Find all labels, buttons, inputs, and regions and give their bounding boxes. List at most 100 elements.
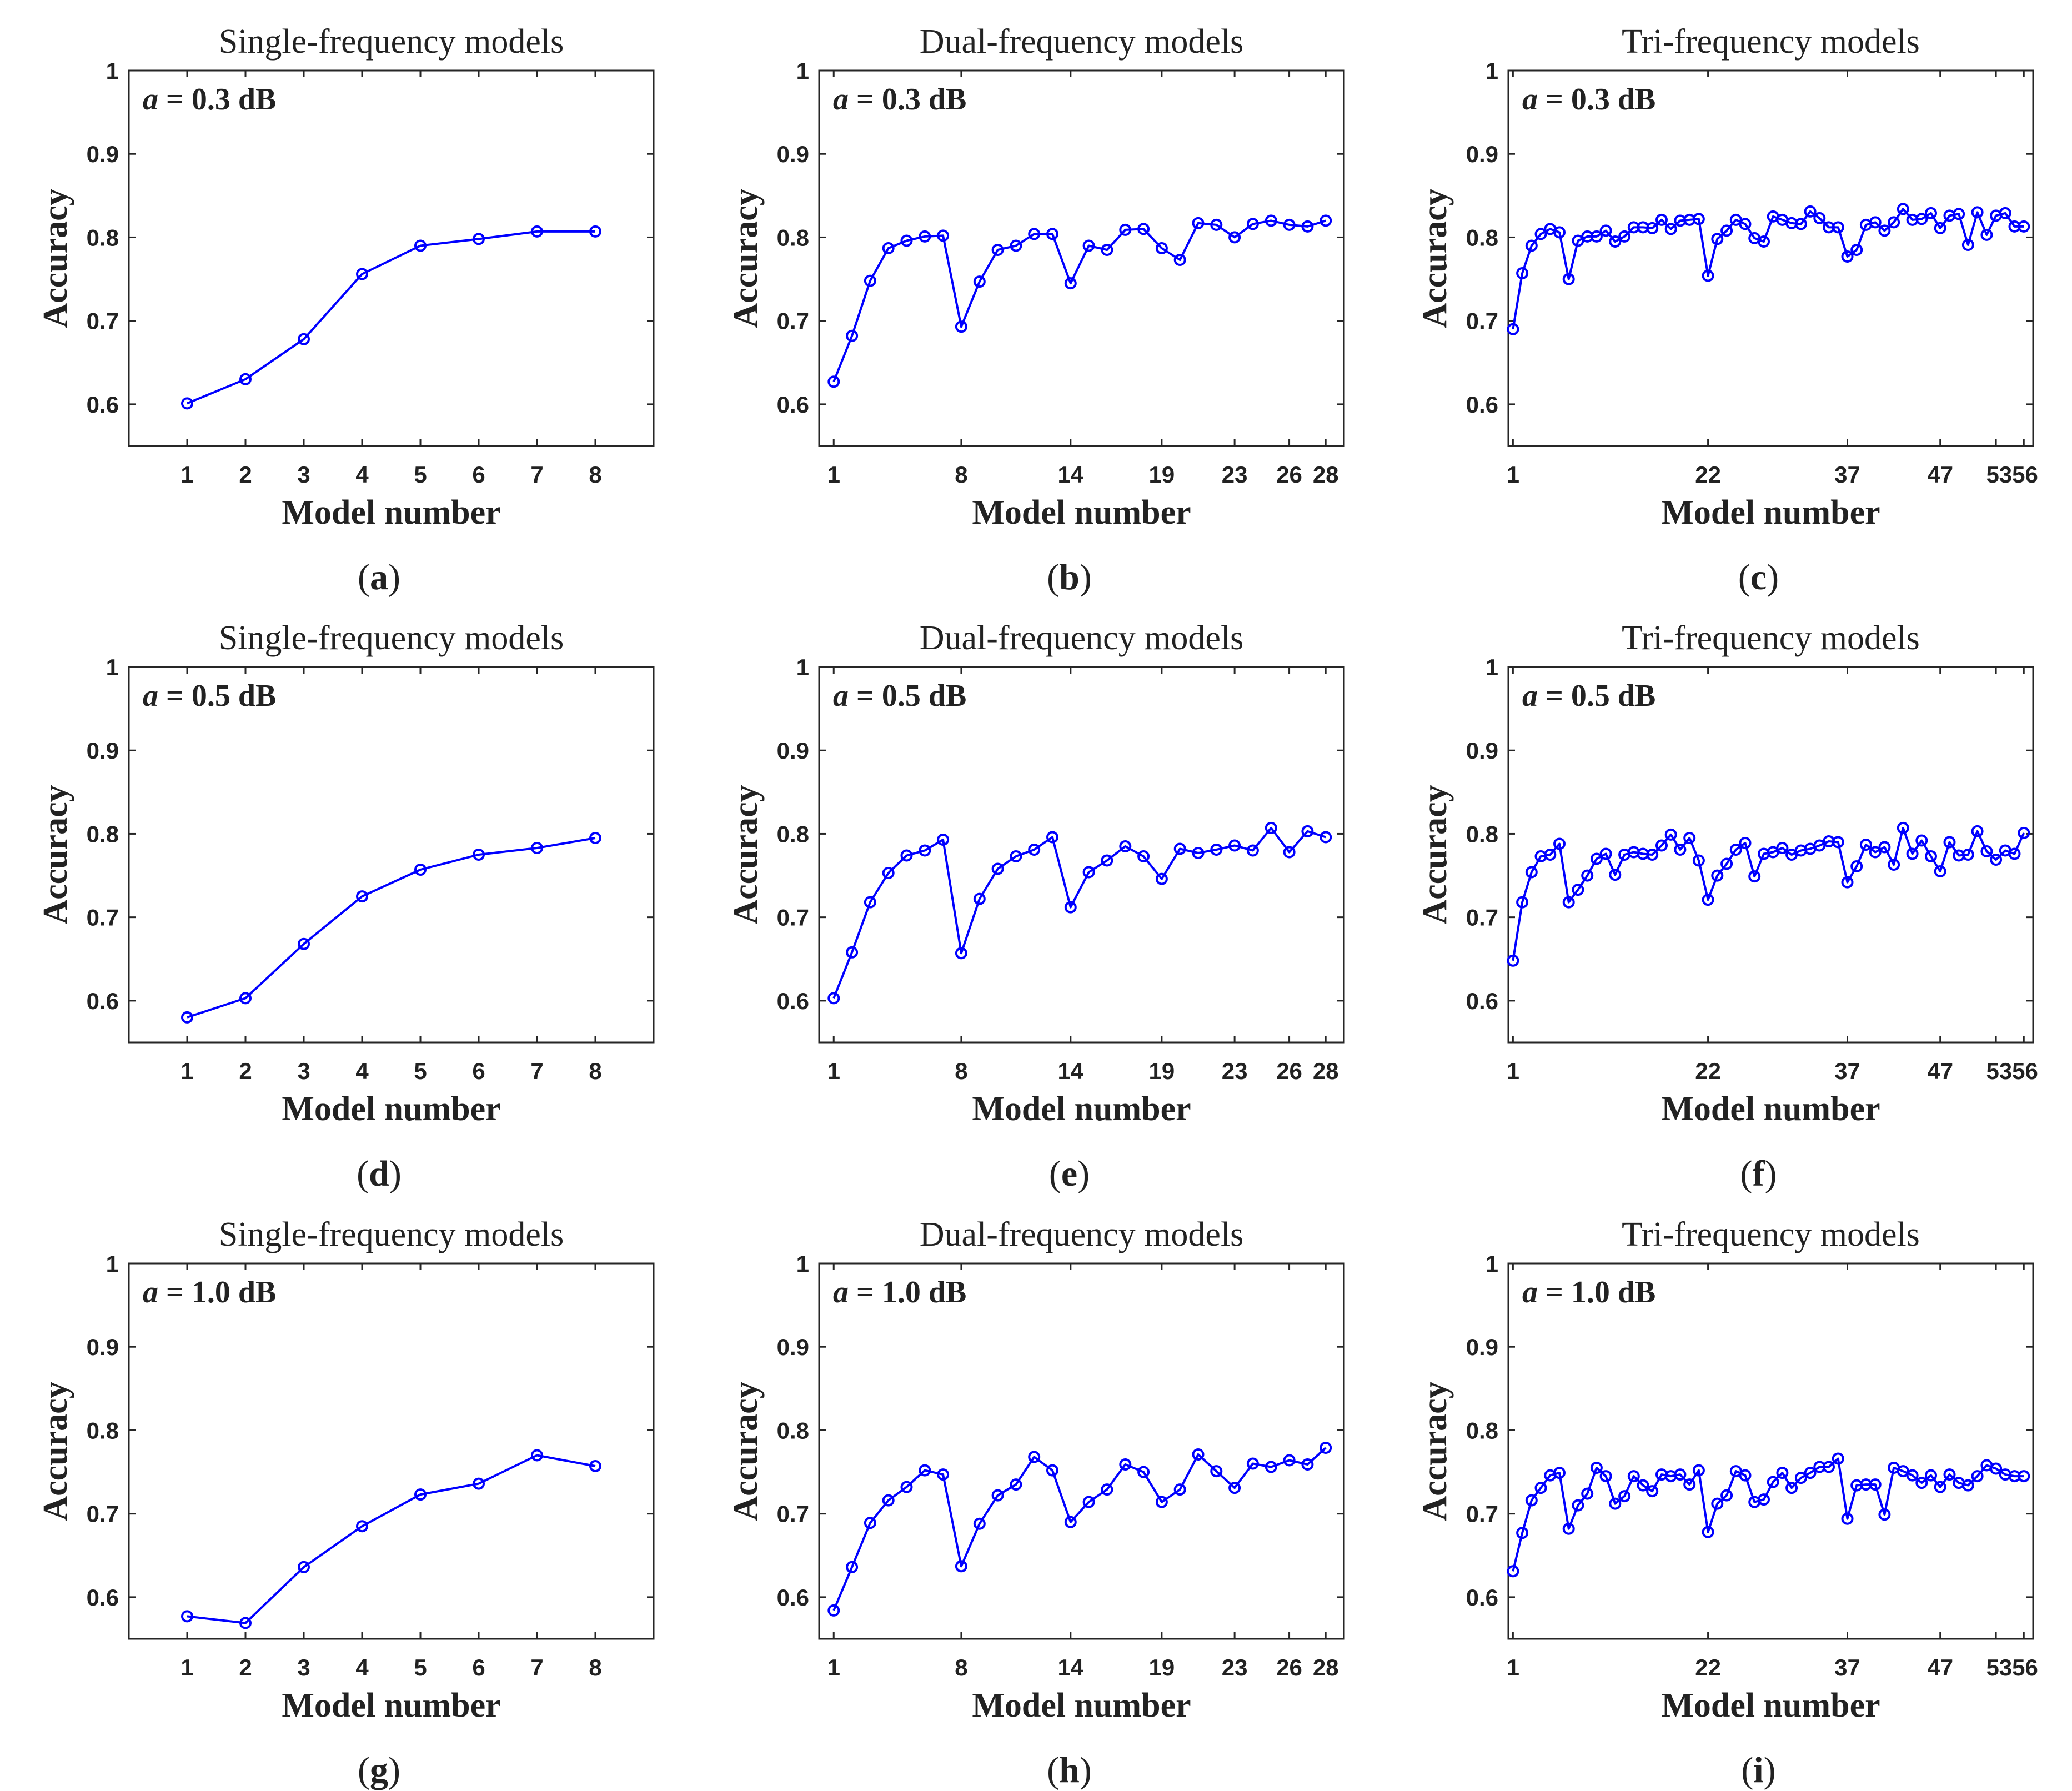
data-point	[1544, 849, 1557, 861]
chart-panel-g: Single-frequency models 0.6 0.7 0.8 0.9 1 1 2 3 4…	[37, 1216, 655, 1790]
attenuation-symbol: a	[1522, 679, 1538, 713]
data-point	[955, 320, 967, 333]
data-point	[1082, 239, 1095, 252]
data-point	[1702, 1526, 1714, 1538]
attenuation-annotation: a = 0.3 dB	[833, 82, 966, 117]
data-point	[1553, 226, 1566, 239]
data-point	[1265, 214, 1277, 227]
data-point	[900, 234, 913, 247]
data-point	[1850, 860, 1863, 872]
attenuation-value: = 1.0 dB	[158, 1275, 276, 1310]
panel-letter-open-paren: (	[1047, 1750, 1059, 1790]
data-point	[473, 233, 485, 245]
data-point	[1925, 1469, 1937, 1482]
attenuation-annotation: a = 1.0 dB	[143, 1275, 276, 1310]
chart-title: Dual-frequency models	[920, 619, 1244, 657]
data-point	[473, 1477, 485, 1490]
panel-letter-open-paren: (	[357, 1153, 369, 1194]
data-point	[1683, 1478, 1696, 1491]
x-tick-label: 7	[530, 461, 543, 488]
plot-frame	[1507, 666, 2034, 1044]
series-line	[832, 219, 1326, 383]
plot-frame	[128, 69, 655, 447]
data-point	[239, 373, 252, 385]
series-line	[187, 1454, 596, 1624]
data-point	[1785, 1482, 1798, 1494]
chart-panel-d: Single-frequency models 0.6 0.7 0.8 0.9 1 1 2 3 4…	[37, 619, 655, 1194]
attenuation-value: = 1.0 dB	[1538, 1275, 1655, 1310]
panel-letter-close-paren: )	[388, 557, 400, 598]
data-point	[1320, 831, 1332, 844]
x-tick-label: 6	[472, 1058, 485, 1084]
data-point	[991, 244, 1004, 256]
y-tick-label: 0.7	[87, 905, 119, 931]
x-tick-label: 5356	[1986, 1654, 2038, 1680]
y-axis-label: Accuracy	[37, 188, 74, 328]
data-point	[955, 1560, 967, 1573]
x-tick-label: 8	[955, 1058, 967, 1084]
x-tick-label: 7	[530, 1058, 543, 1084]
series-line	[832, 1447, 1327, 1611]
y-tick-label: 0.6	[777, 1584, 809, 1611]
data-point	[1590, 852, 1603, 865]
y-tick-label: 0.7	[1466, 1501, 1498, 1527]
x-tick-label: 5	[414, 1654, 427, 1680]
data-point	[1943, 836, 1956, 849]
data-point	[1581, 869, 1594, 882]
data-point	[900, 849, 913, 862]
x-tick-label: 3	[297, 1654, 310, 1680]
data-point	[1507, 323, 1519, 335]
data-point	[1720, 1489, 1733, 1502]
panel-letter: (e)	[1049, 1153, 1090, 1194]
data-point	[356, 1520, 368, 1533]
attenuation-symbol: a	[1522, 82, 1538, 117]
y-tick-label: 1	[106, 58, 119, 84]
chart-panel-c: Tri-frequency models 0.6 0.7 0.8 0.9 1 1 22 37 47…	[1416, 23, 2038, 598]
data-point	[1228, 231, 1241, 244]
data-point	[1655, 213, 1668, 226]
data-point	[1046, 1464, 1058, 1477]
y-tick-label: 0.9	[777, 1334, 809, 1360]
y-tick-label: 0.6	[1466, 988, 1498, 1014]
data-point	[298, 333, 310, 345]
panel-letter: (b)	[1047, 557, 1092, 598]
data-point	[1646, 849, 1659, 861]
attenuation-annotation: a = 0.5 dB	[143, 679, 276, 713]
data-point	[1702, 269, 1714, 282]
data-point	[991, 1489, 1004, 1502]
attenuation-symbol: a	[143, 82, 158, 117]
data-point	[1119, 840, 1132, 852]
data-point	[973, 1517, 986, 1530]
data-point	[1739, 218, 1752, 230]
data-point	[1507, 954, 1519, 967]
data-point	[531, 842, 543, 854]
x-tick-label: 23	[1222, 1654, 1248, 1680]
data-point	[1906, 847, 1919, 860]
data-point	[1711, 233, 1724, 245]
attenuation-annotation: a = 0.5 dB	[1522, 679, 1655, 713]
data-point	[589, 832, 601, 844]
y-tick-label: 1	[1486, 654, 1498, 680]
data-point	[1028, 844, 1041, 856]
x-tick-label: 14	[1057, 1654, 1083, 1680]
x-tick-label: 1	[1507, 1058, 1519, 1084]
data-point	[955, 947, 967, 960]
data-point	[1953, 208, 1965, 220]
data-point	[919, 844, 931, 857]
panel-letter-close-paren: )	[389, 1153, 402, 1194]
data-point	[1119, 1458, 1132, 1471]
data-point	[531, 225, 543, 238]
data-point	[1776, 1467, 1789, 1479]
attenuation-annotation: a = 0.3 dB	[1522, 82, 1655, 117]
chart-title: Tri-frequency models	[1622, 23, 1920, 61]
x-tick-label: 28	[1313, 461, 1339, 488]
x-tick-label: 1	[1507, 461, 1519, 488]
data-point	[1804, 1467, 1817, 1479]
x-tick-label: 19	[1149, 1058, 1175, 1084]
attenuation-annotation: a = 1.0 dB	[1522, 1275, 1655, 1310]
x-tick-label: 6	[472, 461, 485, 488]
data-point	[1813, 212, 1826, 224]
data-point	[1301, 220, 1314, 233]
y-tick-label: 0.6	[87, 392, 119, 418]
